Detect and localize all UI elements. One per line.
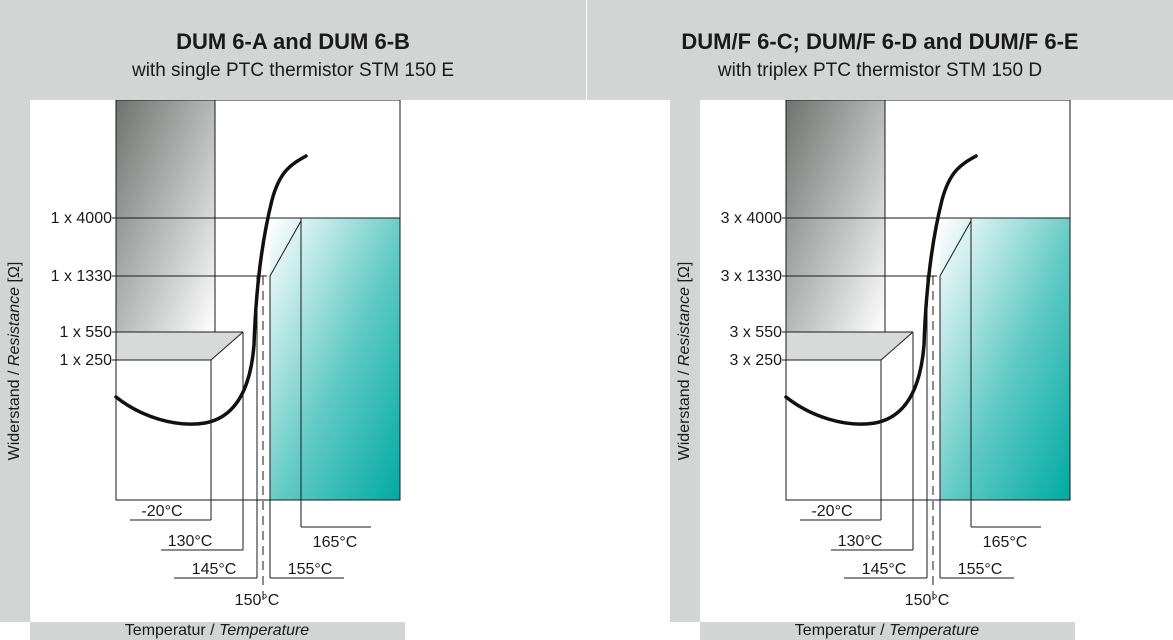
box-edge-upper bbox=[269, 220, 302, 277]
plot-frame bbox=[785, 100, 1071, 501]
resistance-label: 1 x 1330 bbox=[51, 268, 112, 285]
box-edge-upper bbox=[939, 220, 972, 277]
resistance-label: 3 x 550 bbox=[730, 324, 783, 341]
region-box-top-face bbox=[786, 332, 913, 360]
ptc-characteristic-plot: 3 x 4000 3 x 1330 3 x 550 3 x 250 -20°C 130°C… bbox=[721, 100, 1071, 609]
temperature-label: 150°C bbox=[235, 592, 280, 609]
right-diagram-title: DUM/F 6-C; DUM/F 6-D and DUM/F 6-E bbox=[681, 29, 1079, 54]
temperature-label: 130°C bbox=[168, 533, 213, 550]
temperature-label: -20°C bbox=[811, 503, 852, 520]
left-diagram-subtitle: with single PTC thermistor STM 150 E bbox=[131, 60, 455, 81]
resistance-label: 1 x 550 bbox=[60, 324, 113, 341]
right-resistance-diagram: Widerstand / Resistance [Ω] Temperatur /… bbox=[670, 100, 1100, 640]
left-resistance-diagram: Widerstand / Resistance [Ω] Temperatur /… bbox=[0, 100, 430, 640]
temperature-label: 130°C bbox=[838, 533, 883, 550]
low-resistance-region bbox=[116, 100, 215, 332]
region-box-top-face bbox=[116, 332, 243, 360]
left-diagram-title: DUM 6-A and DUM 6-B bbox=[176, 29, 410, 54]
temperature-label: 145°C bbox=[862, 561, 907, 578]
resistance-label: 3 x 4000 bbox=[721, 210, 782, 227]
x-axis-band bbox=[30, 622, 405, 640]
trip-region bbox=[940, 218, 1070, 500]
resistance-label: 3 x 250 bbox=[730, 352, 783, 369]
temperature-label: 155°C bbox=[288, 561, 333, 578]
x-axis-band bbox=[700, 622, 1075, 640]
temperature-label: 145°C bbox=[192, 561, 237, 578]
temperature-label: 165°C bbox=[983, 534, 1028, 551]
temperature-label: 165°C bbox=[313, 534, 358, 551]
ptc-characteristic-plot: 1 x 4000 1 x 1330 1 x 550 1 x 250 -20°C 130°C… bbox=[51, 100, 401, 609]
resistance-label: 1 x 4000 bbox=[51, 210, 112, 227]
temperature-label: 150°C bbox=[905, 592, 950, 609]
right-diagram-subtitle: with triplex PTC thermistor STM 150 D bbox=[717, 60, 1043, 81]
box-edge-lower bbox=[880, 331, 914, 361]
resistance-label: 1 x 250 bbox=[60, 352, 113, 369]
temperature-label: 155°C bbox=[958, 561, 1003, 578]
temperature-label: -20°C bbox=[141, 503, 182, 520]
left-diagram-header: DUM 6-A and DUM 6-B with single PTC ther… bbox=[0, 0, 586, 100]
low-resistance-region bbox=[786, 100, 885, 332]
ptc-curve bbox=[784, 154, 978, 426]
x-axis-label: Temperatur / Temperature bbox=[124, 622, 310, 639]
ptc-curve bbox=[114, 154, 308, 426]
box-edge-lower bbox=[210, 331, 244, 361]
right-diagram-header: DUM/F 6-C; DUM/F 6-D and DUM/F 6-E with … bbox=[587, 0, 1173, 100]
trip-region bbox=[270, 218, 400, 500]
x-axis-label: Temperatur / Temperature bbox=[794, 622, 980, 639]
y-axis-band bbox=[670, 100, 700, 622]
resistance-label: 3 x 1330 bbox=[721, 268, 782, 285]
y-axis-band bbox=[0, 100, 30, 622]
plot-frame bbox=[115, 100, 401, 501]
